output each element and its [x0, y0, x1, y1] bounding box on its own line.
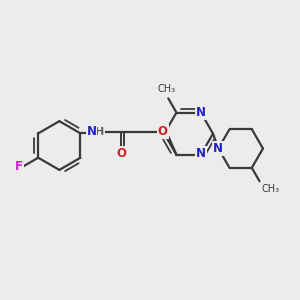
Text: CH₃: CH₃ — [158, 84, 176, 94]
Text: F: F — [15, 160, 23, 173]
Text: CH₃: CH₃ — [261, 184, 279, 194]
Text: N: N — [86, 125, 97, 138]
Text: O: O — [116, 147, 126, 161]
Text: N: N — [196, 147, 206, 160]
Text: N: N — [196, 106, 206, 119]
Text: H: H — [95, 127, 104, 137]
Text: N: N — [213, 142, 224, 155]
Text: O: O — [158, 125, 168, 138]
